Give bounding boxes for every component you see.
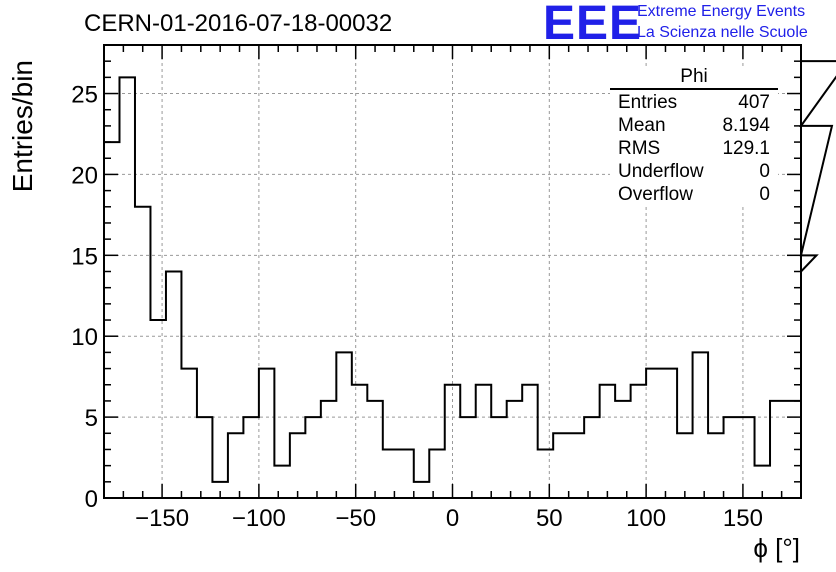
y-tick-label: 20: [71, 162, 98, 189]
stats-label: Mean: [618, 115, 666, 136]
grid-layer: [104, 45, 801, 498]
y-tick-label: 0: [85, 486, 98, 513]
stats-row-rms: RMS 129.1: [618, 138, 770, 160]
stats-value: 0: [759, 184, 770, 205]
stats-row-mean: Mean 8.194: [618, 115, 770, 137]
stats-divider: [610, 88, 778, 90]
x-tick-label: 50: [536, 505, 563, 532]
x-tick-label: 150: [723, 505, 763, 532]
stats-row-overflow: Overflow 0: [618, 184, 770, 206]
histogram-series-line: [103, 60, 836, 498]
stats-box: Phi Entries 407 Mean 8.194 RMS 129.1 Und…: [610, 66, 778, 206]
stats-value: 407: [738, 92, 770, 113]
tick-label-layer: −150 −100 −50 0 50 100 150 0 5 10 15 20 25: [71, 82, 763, 532]
tick-layer: [104, 45, 801, 498]
stats-value: 8.194: [722, 115, 770, 136]
stats-value: 0: [759, 161, 770, 182]
stats-value: 129.1: [722, 138, 770, 159]
y-tick-label: 25: [71, 82, 98, 109]
y-tick-label: 10: [71, 324, 98, 351]
x-tick-label: 0: [446, 505, 459, 532]
stats-label: Underflow: [618, 161, 704, 182]
stats-label: Entries: [618, 92, 678, 113]
x-tick-label: −150: [135, 505, 189, 532]
stats-row-underflow: Underflow 0: [618, 161, 770, 183]
run-title: CERN-01-2016-07-18-00032: [84, 10, 393, 37]
x-tick-label: −100: [232, 505, 286, 532]
stats-label: RMS: [618, 138, 661, 159]
stats-title: Phi: [680, 66, 708, 87]
y-tick-label: 15: [71, 243, 98, 270]
x-tick-label: −50: [335, 505, 376, 532]
y-axis-label: Entries/bin: [7, 60, 38, 192]
stats-label: Overflow: [618, 184, 693, 205]
x-tick-label: 100: [626, 505, 666, 532]
eee-logo: EEE: [543, 0, 643, 50]
x-axis-label: ϕ [°]: [753, 533, 800, 563]
y-tick-label: 5: [85, 405, 98, 432]
stats-row-entries: Entries 407: [618, 92, 770, 114]
eee-logo-line1: Extreme Energy Events: [637, 3, 806, 20]
eee-logo-line2: La Scienza nelle Scuole: [637, 24, 808, 41]
